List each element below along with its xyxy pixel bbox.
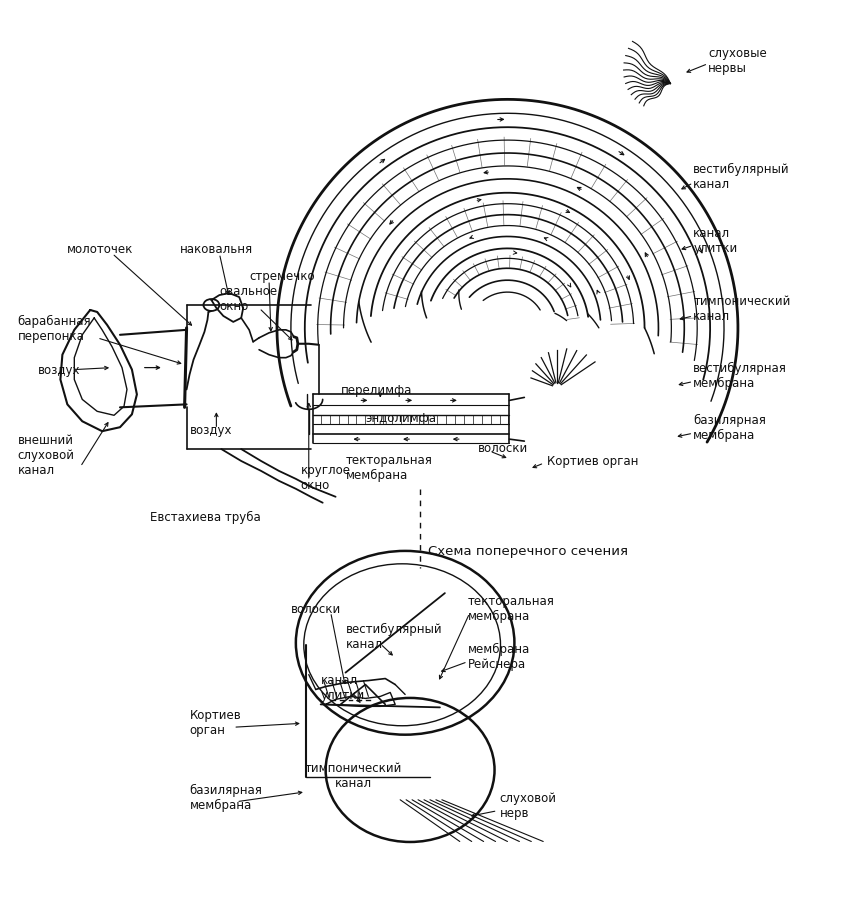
Text: перелимфа: перелимфа: [341, 383, 412, 396]
Text: мембрана
Рейснера: мембрана Рейснера: [468, 642, 530, 670]
Text: круглое
окно: круглое окно: [301, 463, 351, 492]
Text: Евстахиева труба: Евстахиева труба: [150, 511, 261, 524]
Text: вестибулярный
канал: вестибулярный канал: [345, 622, 442, 650]
Text: волоски: волоски: [291, 602, 341, 615]
Text: Схема поперечного сечения: Схема поперечного сечения: [428, 544, 628, 557]
Text: Кортиев
орган: Кортиев орган: [190, 709, 241, 736]
Text: базилярная
мембрана: базилярная мембрана: [190, 783, 263, 811]
Text: слуховые
нервы: слуховые нервы: [708, 47, 767, 74]
Text: вестибулярный
канал: вестибулярный канал: [694, 163, 790, 191]
Text: внешний
слуховой
канал: внешний слуховой канал: [18, 433, 75, 476]
Text: воздух: воздух: [190, 424, 232, 437]
Text: канал
улитки: канал улитки: [320, 674, 365, 702]
Text: воздух: воздух: [37, 364, 80, 377]
Text: волоски: волоски: [478, 441, 528, 454]
Text: вестибулярная
мембрана: вестибулярная мембрана: [694, 361, 787, 390]
Text: стремечко: стремечко: [249, 269, 314, 282]
Text: тимпонический
канал: тимпонический канал: [694, 295, 790, 323]
Text: барабанная
перепонка: барабанная перепонка: [18, 314, 91, 343]
Text: молоточек: молоточек: [67, 243, 133, 255]
Text: эндолимфа: эндолимфа: [366, 412, 436, 425]
Text: канал
улитки: канал улитки: [694, 227, 738, 255]
Text: текторальная
мембрана: текторальная мембрана: [468, 595, 554, 622]
Text: наковальня: наковальня: [179, 243, 252, 255]
Text: слуховой
нерв: слуховой нерв: [500, 791, 557, 819]
Text: текторальная
мембрана: текторальная мембрана: [345, 453, 433, 482]
Text: базилярная
мембрана: базилярная мембрана: [694, 414, 766, 442]
Text: тимпонический
канал: тимпонический канал: [305, 761, 402, 789]
Text: овальное
окно: овальное окно: [219, 285, 277, 312]
Text: Кортиев орган: Кортиев орган: [547, 455, 638, 468]
